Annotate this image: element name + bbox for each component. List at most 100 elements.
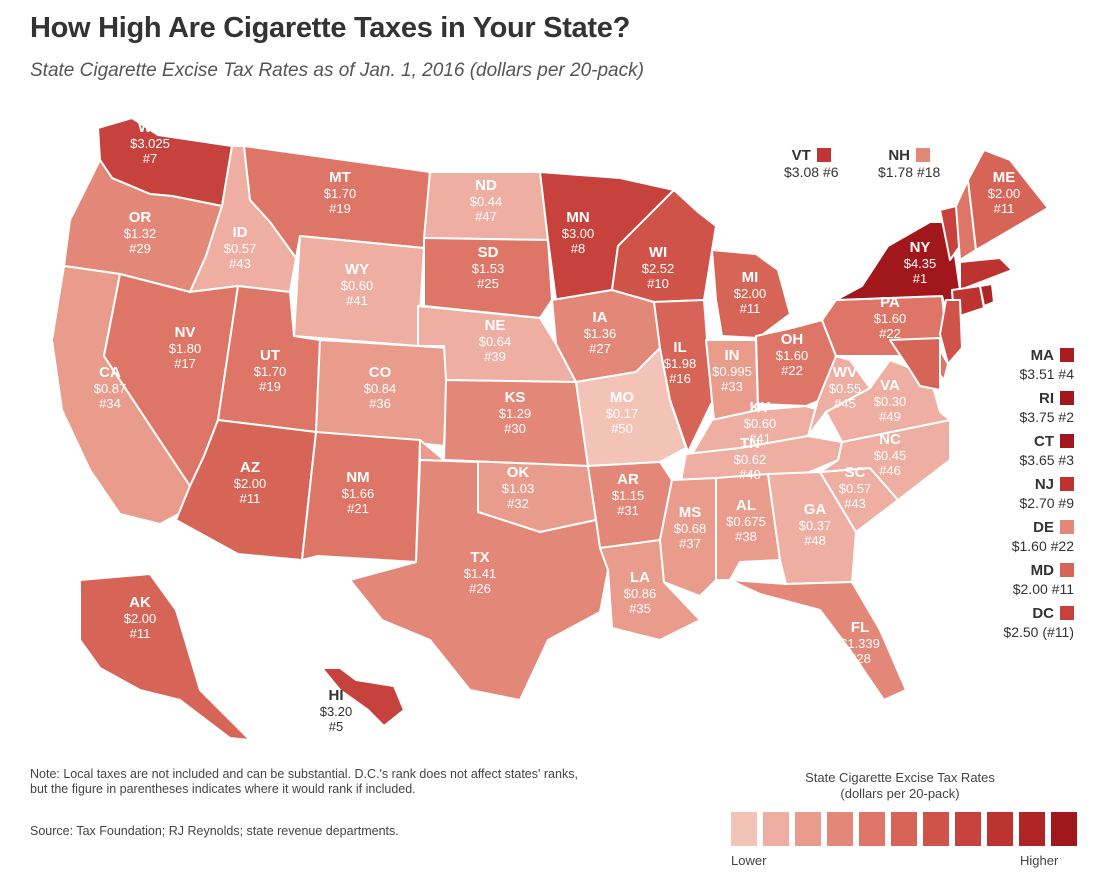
state-nm (301, 431, 421, 563)
callout-vt-abbr: VT (791, 147, 811, 164)
state-label-nv: NV $1.80 #17 (169, 324, 202, 371)
callout-ri: RI $3.75 #2 (978, 390, 1074, 425)
callout-md-swatch (1060, 563, 1074, 577)
state-label-fl: FL $1.339 #28 (840, 619, 880, 666)
legend-cell (763, 812, 789, 846)
callout-ct-abbr: CT (1034, 433, 1054, 450)
callout-dc-value: $2.50 (#11) (1003, 624, 1074, 640)
callout-nh-abbr: NH (888, 147, 910, 164)
callout-md: MD $2.00 #11 (978, 562, 1074, 597)
state-nj (939, 299, 963, 365)
legend-color-scale (731, 812, 1077, 846)
callout-de-value: $1.60 #22 (1011, 538, 1074, 554)
legend-cell (795, 812, 821, 846)
callout-dc: DC $2.50 (#11) (978, 605, 1074, 640)
legend-cell (987, 812, 1013, 846)
state-label-ca: CA $0.87 #34 (94, 364, 127, 411)
legend-cell (859, 812, 885, 846)
state-label-la: LA $0.86 #35 (624, 569, 657, 616)
page-subtitle: State Cigarette Excise Tax Rates as of J… (30, 60, 644, 81)
callout-dc-abbr: DC (1032, 605, 1054, 622)
state-label-co: CO $0.84 #36 (364, 364, 397, 411)
state-il (653, 299, 713, 453)
state-label-ak: AK $2.00 #11 (124, 594, 157, 641)
callout-ct-swatch (1060, 434, 1074, 448)
state-wi (611, 189, 717, 303)
state-label-nm: NM $1.66 #21 (342, 469, 375, 516)
state-label-oh: OH $1.60 #22 (776, 331, 809, 378)
state-label-sd: SD $1.53 #25 (472, 244, 505, 291)
callout-vt-swatch (816, 148, 831, 162)
state-sd (423, 237, 553, 319)
legend-title-line1: State Cigarette Excise Tax Rates (805, 770, 995, 785)
state-label-al: AL $0.675 #38 (726, 497, 766, 544)
state-label-az: AZ $2.00 #11 (234, 459, 267, 506)
legend-cell (923, 812, 949, 846)
state-label-nd: ND $0.44 #47 (470, 177, 503, 224)
callout-dc-swatch (1060, 606, 1074, 620)
state-ma (959, 257, 1013, 291)
legend-low-label: Lower (731, 853, 767, 868)
state-label-ia: IA $1.36 #27 (584, 309, 617, 356)
callout-vt-value: $3.08 #6 (784, 164, 839, 180)
state-label-ut: UT $1.70 #19 (254, 347, 287, 394)
state-label-tx: TX $1.41 #26 (464, 549, 497, 596)
callout-nh: NH $1.78 #18 (878, 147, 940, 180)
state-label-ks: KS $1.29 #30 (499, 389, 532, 436)
source-note: Source: Tax Foundation; RJ Reynolds; sta… (30, 824, 399, 838)
state-label-mn: MN $3.00 #8 (562, 209, 595, 256)
state-mi (711, 249, 791, 339)
legend-high-label: Higher (1020, 853, 1059, 868)
state-md (889, 337, 941, 391)
footnote: Note: Local taxes are not included and c… (30, 767, 578, 796)
callout-nj-abbr: NJ (1034, 476, 1054, 493)
state-ri (979, 283, 995, 307)
state-label-nc: NC $0.45 #46 (874, 431, 907, 478)
callout-md-value: $2.00 #11 (1012, 581, 1074, 597)
state-label-ga: GA $0.37 #48 (799, 501, 832, 548)
page-title: How High Are Cigarette Taxes in Your Sta… (30, 12, 630, 44)
callout-ri-swatch (1060, 391, 1074, 405)
state-wv (807, 355, 871, 437)
state-label-ne: NE $0.64 #39 (479, 317, 512, 364)
legend-title: State Cigarette Excise Tax Rates (dollar… (730, 770, 1070, 802)
callout-nj-swatch (1060, 477, 1074, 491)
callout-nj-value: $2.70 #9 (1019, 495, 1075, 511)
state-label-il: IL $1.98 #16 (664, 339, 697, 386)
callout-ct-value: $3.65 #3 (1019, 452, 1075, 468)
state-fl (729, 579, 907, 701)
callout-ri-value: $3.75 #2 (1019, 409, 1075, 425)
callout-ri-abbr: RI (1039, 390, 1054, 407)
state-label-mt: MT $1.70 #19 (324, 169, 357, 216)
state-label-ky: KY $0.60 #41 (744, 399, 777, 446)
state-label-hi: HI $3.20 #5 (320, 687, 353, 734)
legend-cell (1051, 812, 1077, 846)
callout-nh-value: $1.78 #18 (878, 164, 941, 180)
state-label-ok: OK $1.03 #32 (502, 464, 535, 511)
callout-de-swatch (1060, 520, 1074, 534)
state-label-va: VA $0.30 #49 (874, 377, 907, 424)
state-tx (349, 459, 609, 701)
legend-cell (1019, 812, 1045, 846)
state-label-pa: PA $1.60 #22 (874, 294, 907, 341)
state-hi (321, 667, 405, 727)
callout-ma-swatch (1060, 348, 1074, 362)
state-label-tn: TN $0.62 #40 (734, 435, 767, 482)
callout-ma-abbr: MA (1030, 347, 1054, 364)
state-label-wi: WI $2.52 #10 (642, 244, 675, 291)
state-label-sc: SC $0.57 #43 (839, 464, 872, 511)
callout-ma-value: $3.51 #4 (1019, 366, 1075, 382)
legend-cell (955, 812, 981, 846)
state-me (967, 149, 1049, 251)
state-label-ny: NY $4.35 #1 (904, 239, 937, 286)
legend-cell (827, 812, 853, 846)
callout-nh-swatch (915, 148, 930, 162)
state-label-wa: WA $3.025 #7 (130, 119, 170, 166)
state-label-ar: AR $1.15 #31 (612, 471, 645, 518)
legend-cell (731, 812, 757, 846)
state-label-wv: WV $0.55 #45 (829, 364, 862, 411)
state-label-or: OR $1.32 #29 (124, 209, 157, 256)
callout-de-abbr: DE (1033, 519, 1054, 536)
callout-de: DE $1.60 #22 (978, 519, 1074, 554)
